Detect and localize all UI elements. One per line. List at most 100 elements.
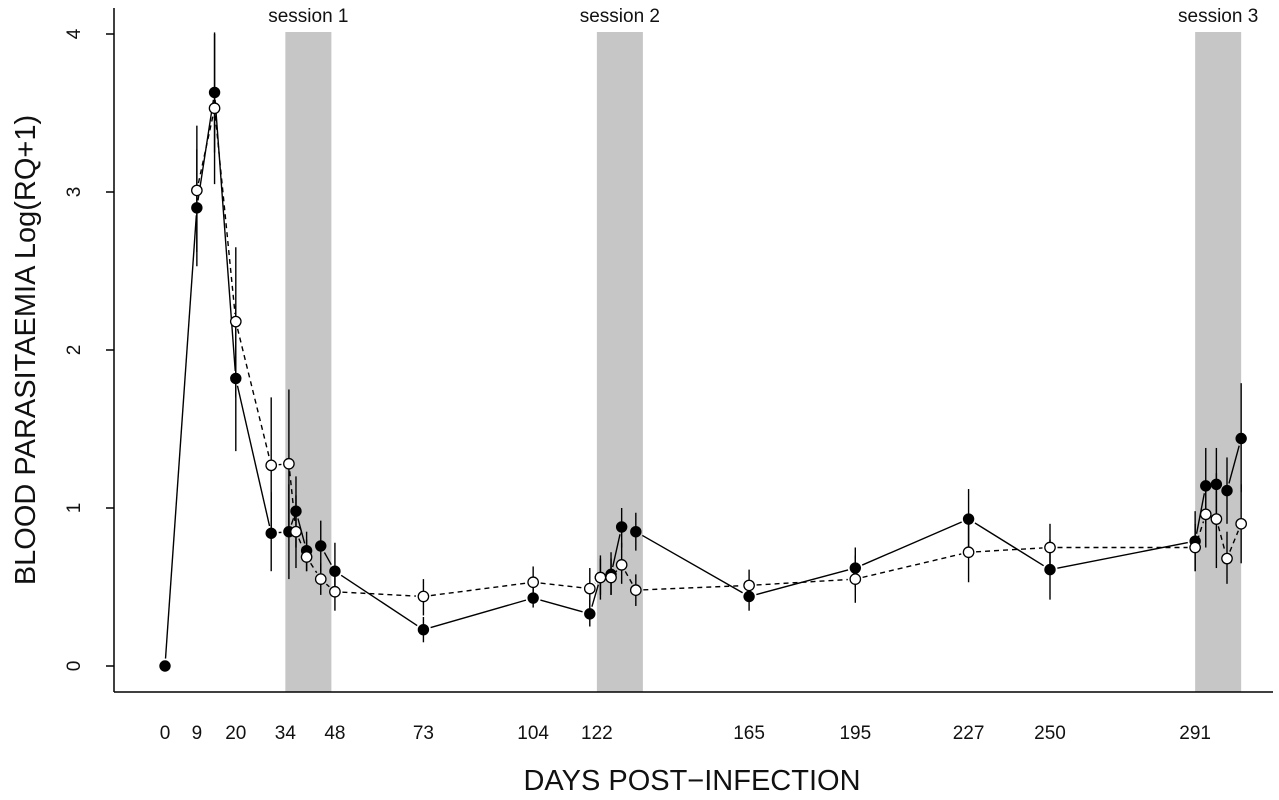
series-segment-dashed (430, 582, 526, 597)
series-segment-solid (323, 552, 332, 565)
series-segment-dashed (1217, 526, 1226, 552)
filled-point (1044, 563, 1056, 576)
series-segment-solid (861, 521, 962, 566)
x-tick-label: 195 (839, 723, 871, 744)
open-point (527, 576, 540, 589)
open-point (191, 184, 203, 197)
open-point (583, 582, 596, 595)
series-segment-solid (290, 518, 295, 525)
filled-point (329, 565, 341, 577)
filled-point (743, 590, 755, 603)
series-segment-dashed (197, 115, 214, 184)
series-segment-dashed (615, 570, 618, 573)
open-point (290, 525, 302, 538)
y-tick-label: 1 (64, 503, 85, 514)
filled-point (615, 521, 628, 533)
data-points (159, 86, 1248, 672)
x-tick-label: 48 (324, 723, 345, 744)
filled-point (962, 513, 975, 525)
x-tick-label: 104 (517, 723, 549, 744)
series-segment-dashed (643, 585, 742, 591)
open-point (849, 573, 862, 585)
open-point (1235, 517, 1248, 530)
session-label: session 1 (268, 6, 348, 27)
filled-point (527, 592, 539, 604)
y-tick-label: 4 (64, 28, 85, 39)
open-point (208, 102, 221, 115)
open-point (265, 459, 278, 472)
series-segment-solid (1057, 541, 1188, 569)
x-tick-label: 34 (275, 723, 297, 744)
open-point (329, 585, 341, 598)
open-point (314, 573, 327, 585)
filled-point (315, 540, 327, 552)
x-tick-label: 291 (1179, 723, 1211, 744)
open-point (1044, 541, 1056, 554)
y-ticks: 0 1 2 3 4 (64, 28, 114, 671)
series-segment-dashed (540, 582, 583, 589)
filled-point (849, 562, 861, 574)
series-segment-solid (430, 599, 527, 629)
series-segment-solid (611, 534, 621, 568)
x-ticks: 0 9 20 34 48 73 104 122 165 195 227 250 291 (160, 723, 1211, 744)
filled-point (1200, 480, 1212, 492)
series-segment-solid (236, 385, 271, 527)
x-tick-label: 73 (413, 723, 434, 744)
open-point (300, 551, 313, 563)
open-point (605, 571, 617, 584)
open-point (283, 457, 295, 470)
series-segment-dashed (310, 562, 318, 574)
session-band (285, 32, 332, 692)
filled-point (1210, 478, 1223, 490)
session-bands: session 1 session 2 session 3 (268, 6, 1258, 692)
series-segment-dashed (342, 591, 416, 597)
series-segment-solid (164, 215, 198, 659)
open-point (743, 579, 755, 592)
open-point (229, 315, 242, 328)
y-tick-label: 3 (64, 187, 85, 198)
series-segment-solid (340, 574, 418, 627)
open-point (1210, 513, 1223, 525)
series-segment-solid (1228, 445, 1240, 484)
series-segment-solid (214, 99, 236, 372)
x-axis-title: DAYS POST−INFECTION (523, 765, 860, 797)
x-tick-label: 20 (225, 723, 246, 744)
series-segment-solid (197, 99, 215, 201)
y-tick-label: 2 (64, 345, 85, 356)
filled-point (630, 526, 642, 538)
series-segment-solid (974, 522, 1044, 567)
x-tick-label: 9 (192, 723, 203, 744)
x-tick-label: 250 (1034, 723, 1066, 744)
x-tick-label: 165 (733, 723, 765, 744)
open-point (1221, 552, 1233, 565)
open-point (629, 584, 642, 597)
filled-point (208, 86, 221, 99)
series-segment-dashed (214, 115, 236, 315)
session-label: session 2 (580, 6, 660, 27)
y-axis-title: BLOOD PARASITAEMIA Log(RQ+1) (10, 115, 42, 585)
session-label: session 3 (1178, 6, 1258, 27)
filled-point (230, 372, 242, 385)
filled-point (1235, 432, 1247, 445)
filled-point (1221, 484, 1233, 497)
open-point (417, 590, 430, 603)
x-tick-label: 0 (160, 723, 171, 744)
series-segment-dashed (756, 578, 848, 586)
open-point (1199, 508, 1212, 521)
series-segment-dashed (624, 571, 633, 584)
filled-point (265, 527, 277, 539)
series-segment-solid (641, 534, 743, 594)
x-tick-label: 122 (581, 723, 613, 744)
series-segment-dashed (325, 583, 330, 588)
series-segment-dashed (976, 547, 1043, 553)
filled-point (159, 660, 171, 672)
series-segment-dashed (862, 553, 962, 579)
open-point (1189, 541, 1201, 554)
filled-point (584, 608, 596, 620)
series-segment-solid (540, 599, 583, 613)
filled-point (290, 505, 302, 517)
open-point (594, 571, 607, 584)
filled-point (191, 202, 203, 214)
y-tick-label: 0 (64, 661, 85, 672)
